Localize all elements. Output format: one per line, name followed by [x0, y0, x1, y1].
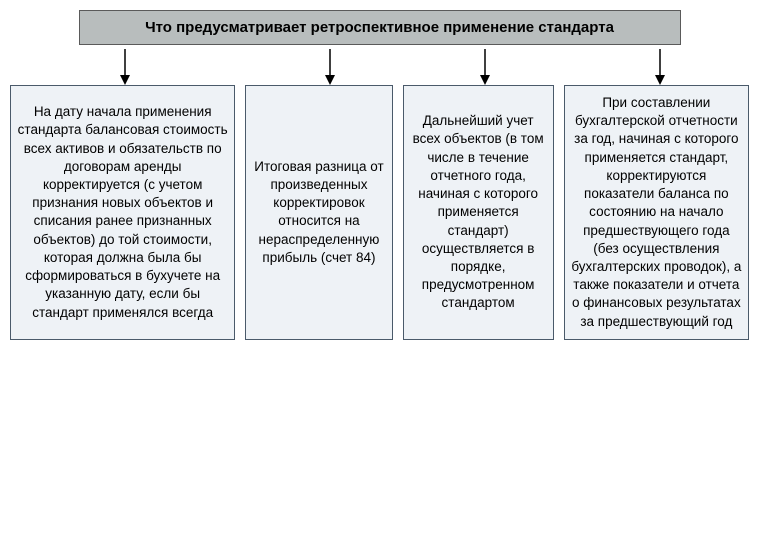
box-2: Итоговая разница от произведенных коррек…: [245, 85, 392, 340]
box-4-text: При составлении бухгалтерской отчетности…: [571, 94, 742, 331]
arrow-2: [322, 49, 338, 85]
arrow-3: [477, 49, 493, 85]
box-4: При составлении бухгалтерской отчетности…: [564, 85, 749, 340]
arrows-row: [10, 49, 749, 85]
diagram-header: Что предусматривает ретроспективное прим…: [79, 10, 681, 45]
box-2-text: Итоговая разница от произведенных коррек…: [252, 158, 385, 267]
box-3-text: Дальнейший учет всех объектов (в том чис…: [410, 112, 547, 312]
box-1: На дату начала применения стандарта бала…: [10, 85, 235, 340]
box-1-text: На дату начала применения стандарта бала…: [17, 103, 228, 322]
arrow-1: [117, 49, 133, 85]
boxes-row: На дату начала применения стандарта бала…: [10, 85, 749, 340]
arrow-4: [652, 49, 668, 85]
box-3: Дальнейший учет всех объектов (в том чис…: [403, 85, 554, 340]
